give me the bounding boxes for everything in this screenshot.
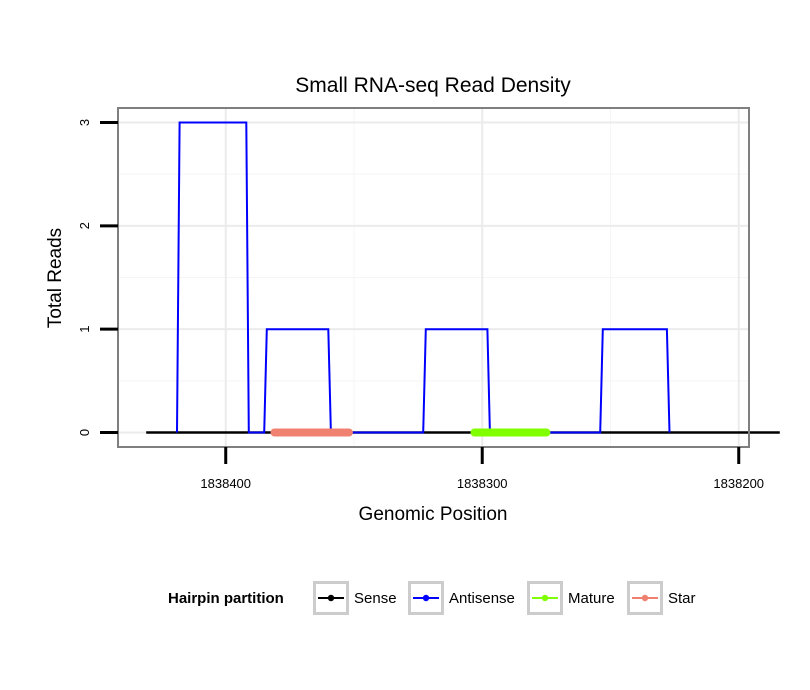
legend: Hairpin partition Sense Antisense Mature St… — [168, 581, 696, 615]
legend-label: Star — [668, 590, 696, 607]
x-tick-label: 1838400 — [200, 476, 251, 491]
x-tick-label: 1838200 — [713, 476, 764, 491]
x-axis-title: Genomic Position — [359, 504, 508, 525]
legend-title: Hairpin partition — [168, 590, 284, 607]
legend-item-sense: Sense — [313, 581, 397, 615]
legend-key-dot — [641, 594, 649, 602]
legend-label: Antisense — [449, 590, 515, 607]
x-axis: 1838400 1838300 1838200 — [200, 447, 764, 491]
x-tick-label: 1838300 — [457, 476, 508, 491]
legend-key-dot — [541, 594, 549, 602]
legend-label: Sense — [354, 590, 397, 607]
legend-label: Mature — [568, 590, 615, 607]
y-axis: 0 1 2 3 — [77, 119, 118, 436]
legend-item-star: Star — [627, 581, 696, 615]
chart-title: Small RNA-seq Read Density — [295, 74, 571, 97]
y-tick-label: 2 — [77, 222, 92, 229]
y-tick-label: 0 — [77, 429, 92, 436]
series-layer — [146, 121, 780, 437]
series-line-antisense — [176, 121, 671, 434]
legend-key-dot — [422, 594, 430, 602]
y-tick-label: 3 — [77, 119, 92, 126]
legend-item-antisense: Antisense — [408, 581, 515, 615]
legend-key-dot — [327, 594, 335, 602]
legend-item-mature: Mature — [527, 581, 615, 615]
plot-border — [117, 107, 750, 448]
y-axis-title: Total Reads — [45, 228, 66, 328]
y-tick-label: 1 — [77, 326, 92, 333]
